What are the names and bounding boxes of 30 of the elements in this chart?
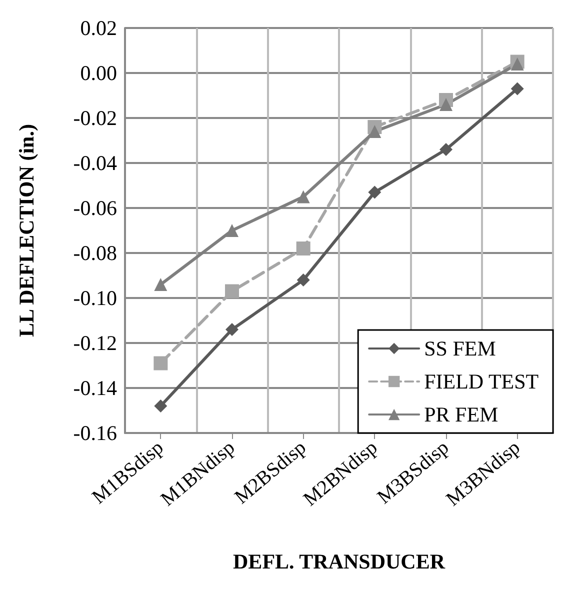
y-tick-label: 0.02 <box>80 16 117 40</box>
point <box>510 58 524 70</box>
point <box>296 274 310 286</box>
legend-label: FIELD TEST <box>424 370 539 394</box>
point <box>440 98 452 111</box>
y-tick-label: -0.10 <box>73 286 117 310</box>
y-axis-title: LL DEFLECTION (in.) <box>14 124 38 337</box>
point <box>296 190 310 204</box>
point <box>225 284 239 298</box>
y-tick-label: -0.02 <box>73 106 117 130</box>
point <box>154 356 168 370</box>
point <box>154 400 168 412</box>
point <box>368 125 382 138</box>
y-tick-label: -0.06 <box>73 196 117 220</box>
point <box>368 186 382 199</box>
point <box>154 278 168 291</box>
y-tick-label: -0.08 <box>73 241 117 265</box>
y-tick-label: -0.12 <box>73 331 117 355</box>
point <box>440 143 452 156</box>
point <box>226 224 238 237</box>
y-tick-label: -0.16 <box>73 421 117 445</box>
x-axis-title: DEFL. TRANSDUCER <box>233 550 446 574</box>
y-tick-label: -0.14 <box>73 376 118 400</box>
point <box>510 82 524 96</box>
legend-label: PR FEM <box>424 402 499 426</box>
y-tick-label: 0.00 <box>80 61 117 85</box>
y-tick-label: -0.04 <box>73 151 118 175</box>
point <box>226 323 238 336</box>
legend-label: SS FEM <box>424 336 496 360</box>
point <box>296 242 310 256</box>
